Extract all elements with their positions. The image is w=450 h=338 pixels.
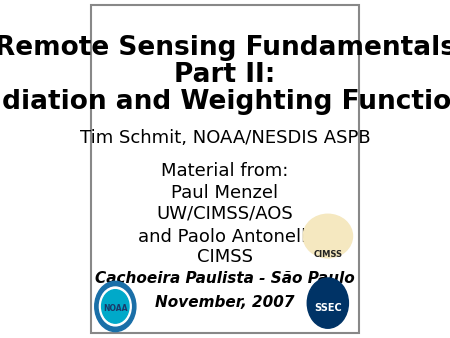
Text: Material from:: Material from: bbox=[161, 162, 289, 180]
Circle shape bbox=[99, 287, 131, 326]
Circle shape bbox=[307, 278, 348, 328]
Text: and Paolo Antonelli: and Paolo Antonelli bbox=[138, 228, 312, 246]
Text: UW/CIMSS/AOS: UW/CIMSS/AOS bbox=[157, 204, 293, 222]
Text: Radiation and Weighting Functions: Radiation and Weighting Functions bbox=[0, 89, 450, 115]
Text: Cachoeira Paulista - São Paulo: Cachoeira Paulista - São Paulo bbox=[95, 271, 355, 286]
Text: NOAA: NOAA bbox=[103, 304, 127, 313]
Ellipse shape bbox=[303, 214, 352, 258]
Text: Paul Menzel: Paul Menzel bbox=[171, 184, 279, 202]
Text: SSEC: SSEC bbox=[314, 303, 342, 313]
Text: CIMSS: CIMSS bbox=[313, 250, 342, 259]
Text: Tim Schmit, NOAA/NESDIS ASPB: Tim Schmit, NOAA/NESDIS ASPB bbox=[80, 129, 370, 147]
Text: November, 2007: November, 2007 bbox=[155, 295, 295, 310]
Circle shape bbox=[95, 281, 136, 332]
FancyBboxPatch shape bbox=[90, 5, 360, 333]
Text: Part II:: Part II: bbox=[174, 62, 276, 88]
Text: CIMSS: CIMSS bbox=[197, 248, 253, 266]
Text: Remote Sensing Fundamentals: Remote Sensing Fundamentals bbox=[0, 35, 450, 61]
Circle shape bbox=[102, 290, 129, 323]
